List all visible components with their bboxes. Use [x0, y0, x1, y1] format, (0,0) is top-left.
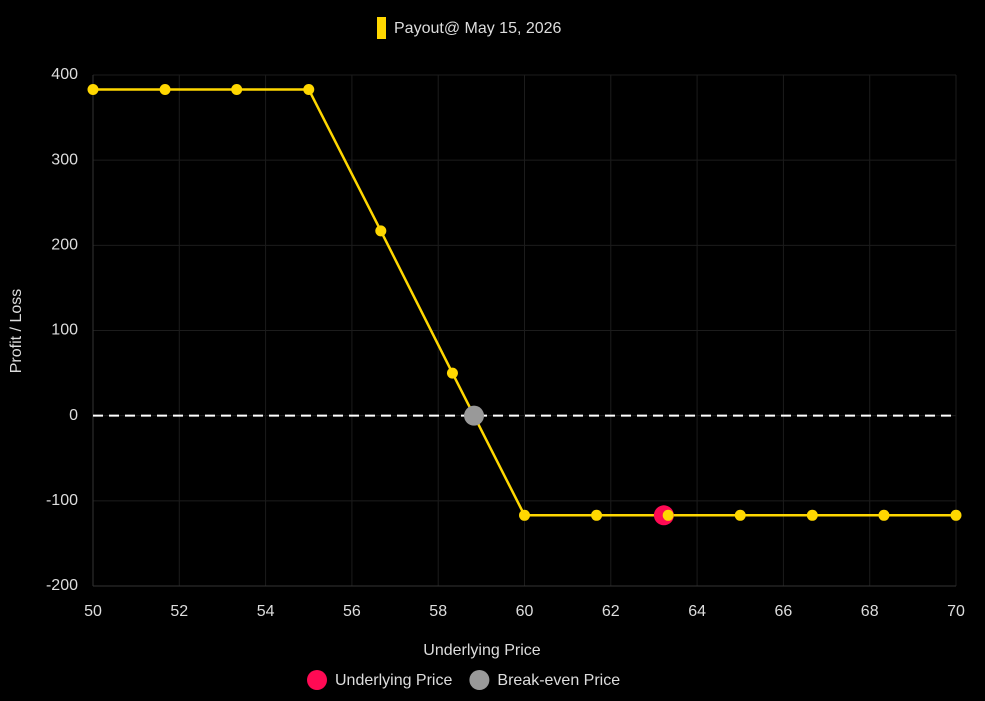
x-tick-label: 62	[602, 603, 620, 620]
x-tick-label: 66	[775, 603, 793, 620]
y-tick-label: 200	[51, 237, 78, 254]
data-point	[878, 509, 890, 521]
x-tick-label: 68	[861, 603, 879, 620]
y-tick-label: 0	[69, 407, 78, 424]
data-point	[159, 83, 171, 95]
data-point	[87, 83, 99, 95]
y-tick-label: 100	[51, 322, 78, 339]
data-point	[231, 83, 243, 95]
data-point	[446, 367, 458, 379]
legend-marker	[469, 670, 490, 690]
data-point	[662, 509, 674, 521]
y-tick-label: -100	[46, 492, 78, 509]
data-point	[519, 509, 530, 521]
x-tick-label: 64	[688, 603, 706, 620]
y-tick-label: -200	[46, 577, 78, 594]
x-tick-label: 58	[429, 603, 447, 620]
legend-marker	[307, 670, 327, 690]
legend-label: Underlying Price	[335, 672, 452, 689]
x-tick-label: 54	[257, 603, 275, 620]
data-point	[806, 509, 818, 521]
x-tick-label: 60	[516, 603, 534, 620]
y-tick-label: 400	[51, 66, 78, 83]
legend-swatch	[377, 17, 386, 39]
x-axis-label: Underlying Price	[423, 642, 540, 659]
data-point	[950, 509, 962, 521]
y-axis-label: Profit / Loss	[8, 289, 25, 373]
x-tick-label: 56	[343, 603, 361, 620]
data-point	[591, 509, 603, 521]
legend-label: Payout@ May 15, 2026	[394, 20, 562, 37]
data-point	[375, 225, 387, 237]
x-tick-label: 70	[947, 603, 965, 620]
x-tick-label: 50	[84, 603, 102, 620]
x-tick-label: 52	[170, 603, 188, 620]
marker-point	[464, 405, 485, 426]
data-point	[734, 509, 746, 521]
y-tick-label: 300	[51, 151, 78, 168]
legend-label: Break-even Price	[497, 672, 620, 689]
data-point	[303, 83, 315, 95]
